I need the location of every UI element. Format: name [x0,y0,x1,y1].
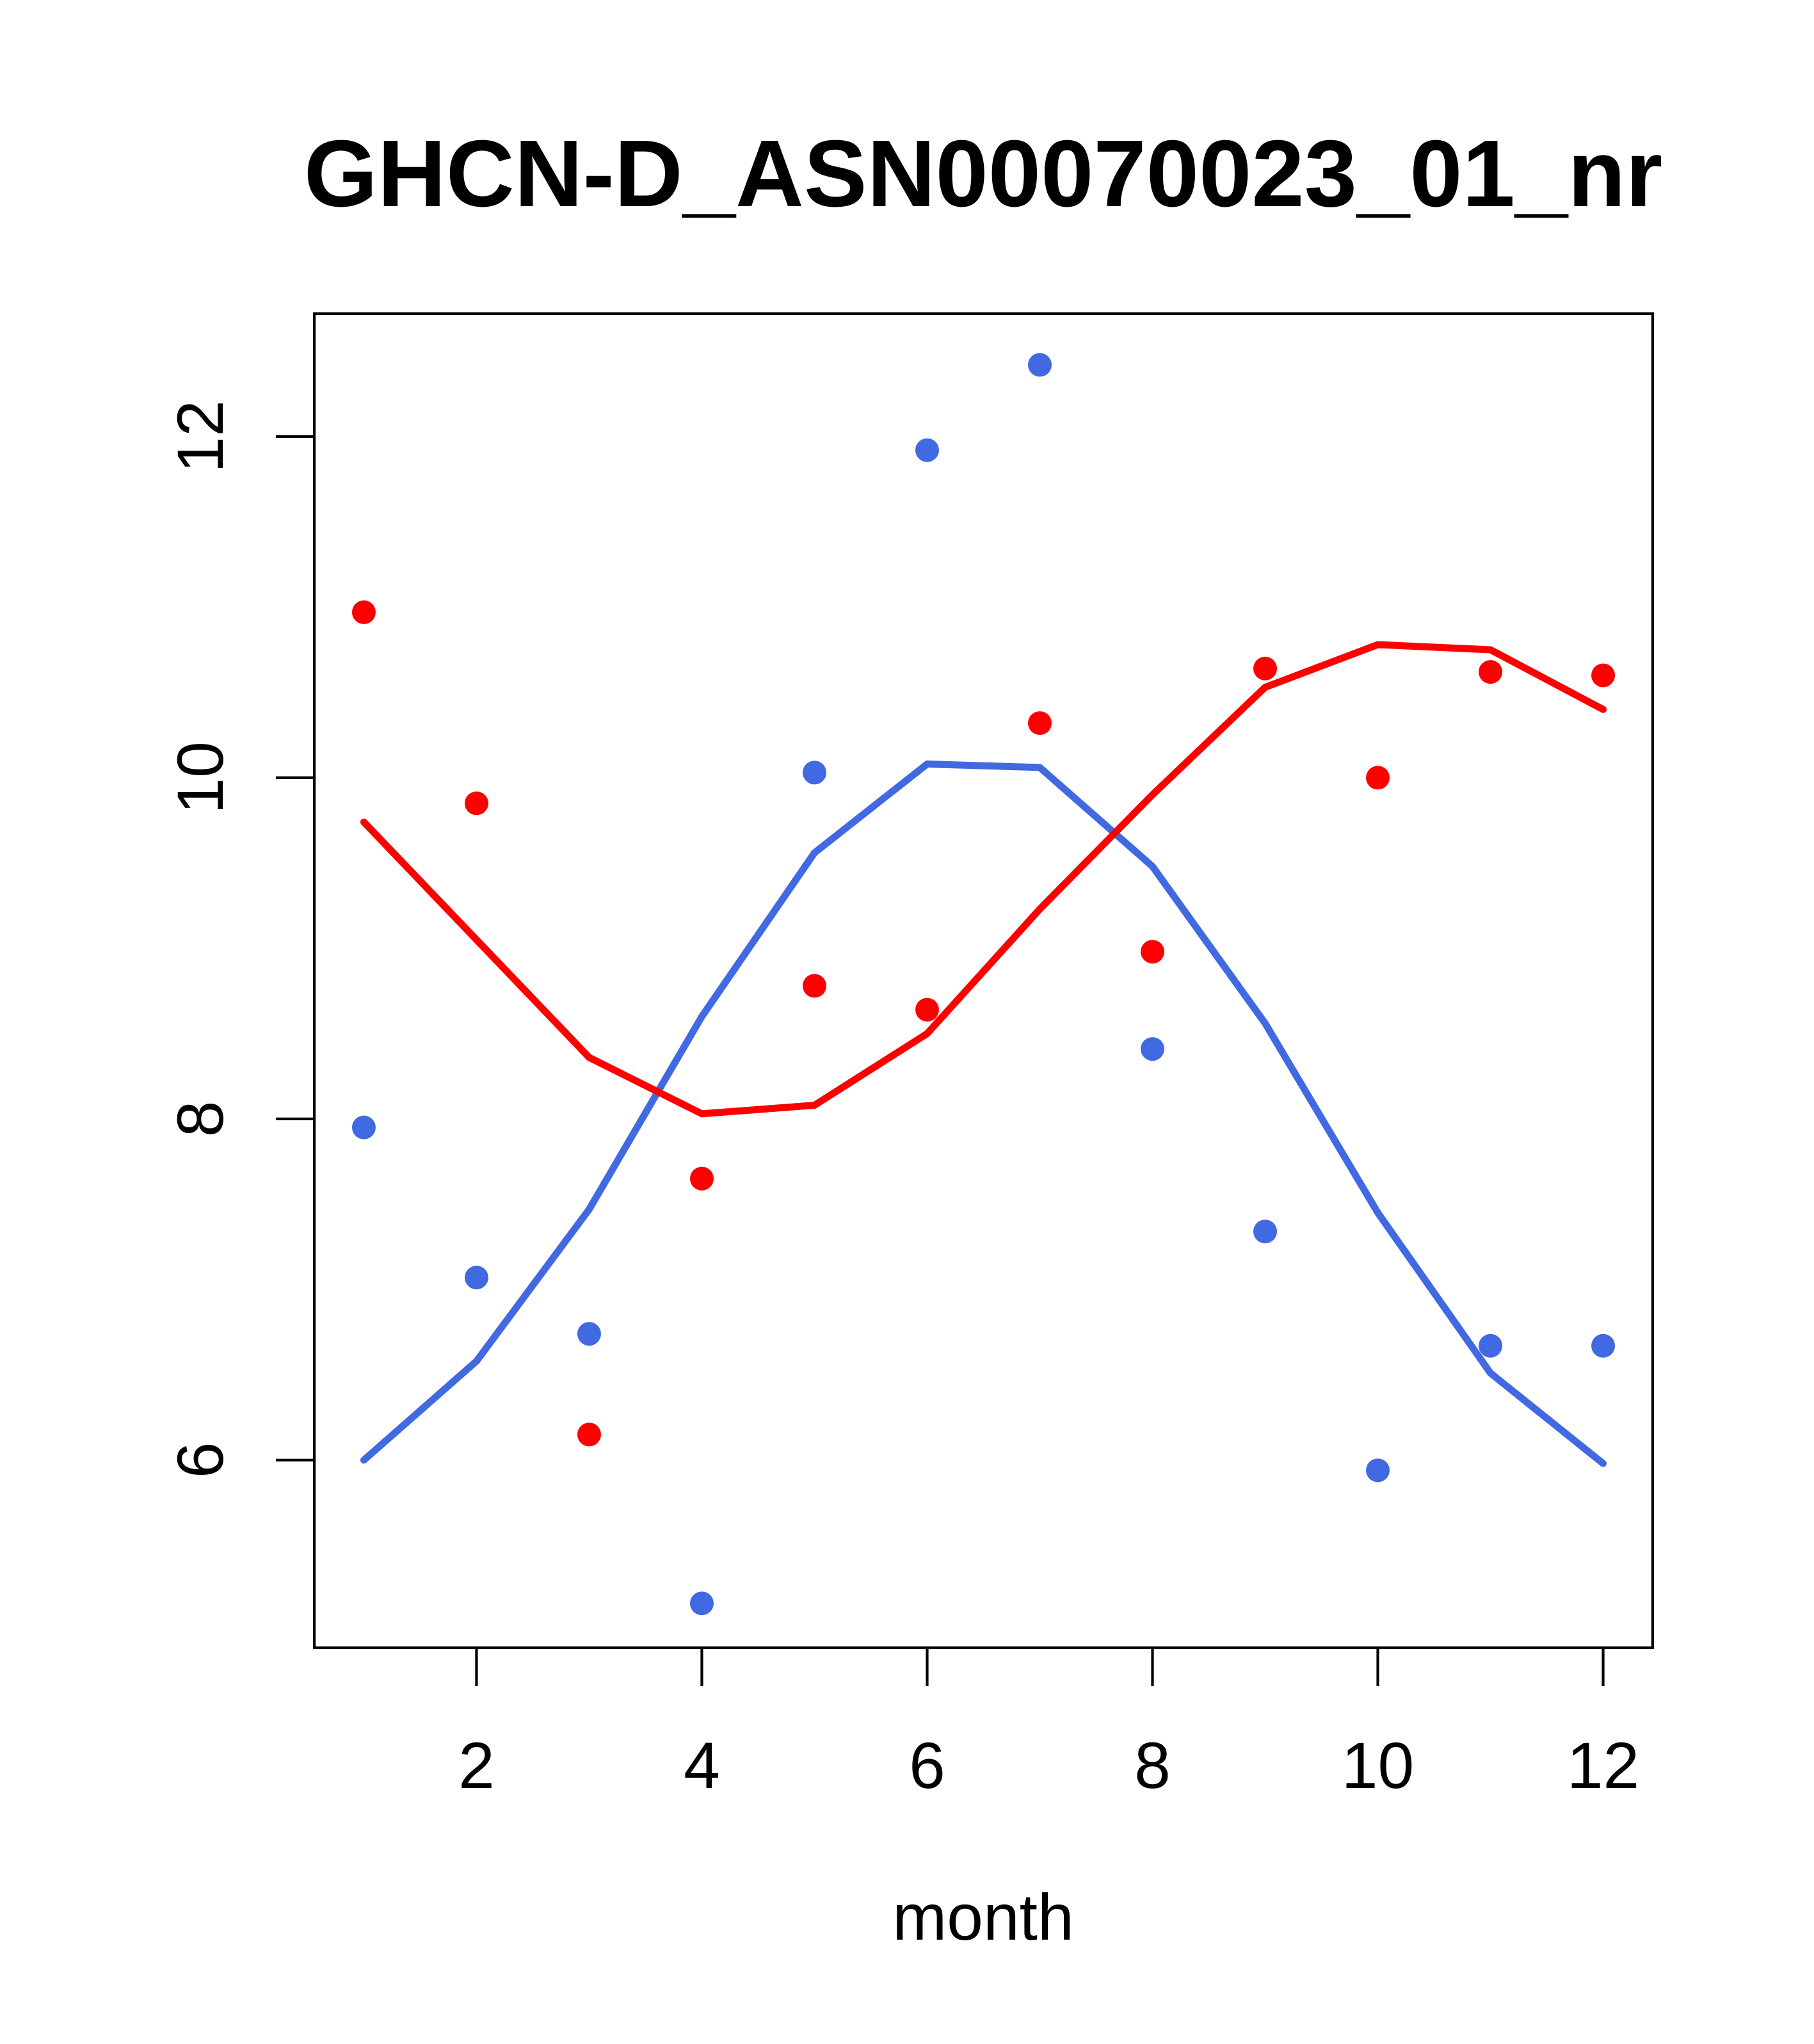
y-axis-ticks: 6 8 10 12 [164,400,314,1478]
y-tick-label: 12 [164,400,237,472]
blue-points-point [1591,1333,1616,1358]
red-points-point [351,600,376,624]
blue-points-point [351,1115,376,1139]
red-points-point [1141,940,1165,964]
blue-points-point [1253,1219,1278,1244]
red-points-point [1028,711,1052,736]
red-points-point [577,1422,601,1447]
x-tick-label: 10 [1342,1729,1414,1802]
y-tick-label: 10 [164,741,237,814]
plot-box [312,312,1655,1650]
x-tick-label: 8 [1134,1729,1171,1802]
blue-points-point [464,1266,488,1290]
blue-points-point [915,438,939,462]
blue-points-point [1366,1458,1390,1483]
red-points-point [1591,663,1616,688]
x-tick-label: 12 [1567,1729,1639,1802]
x-tick-label: 2 [458,1729,495,1802]
red-points-point [1366,766,1390,790]
y-tick-label: 8 [164,1100,237,1137]
red-loess-line [360,641,1607,1118]
x-axis-label: month [892,1881,1074,1954]
series-layer [351,353,1616,1616]
blue-points-point [1479,1333,1503,1358]
chart-title: GHCN-D_ASN00070023_01_nr [304,121,1662,227]
x-tick-label: 6 [909,1729,945,1802]
x-axis-ticks: 2 4 6 8 10 12 [458,1648,1639,1802]
blue-points [351,353,1616,1616]
red-points-point [464,791,488,816]
blue-points-point [802,760,826,785]
blue-points-point [1141,1037,1165,1061]
blue-points-point [689,1591,714,1616]
red-points-point [1479,660,1503,684]
x-tick-label: 4 [684,1729,720,1802]
blue-loess-line [360,760,1607,1467]
red-points-point [689,1166,714,1191]
red-points-point [915,997,939,1022]
red-points-point [1253,656,1278,680]
blue-points-point [1028,353,1052,377]
blue-points-point [577,1322,601,1346]
red-points-point [802,974,826,998]
y-tick-label: 6 [164,1442,237,1478]
red-points [351,600,1616,1447]
